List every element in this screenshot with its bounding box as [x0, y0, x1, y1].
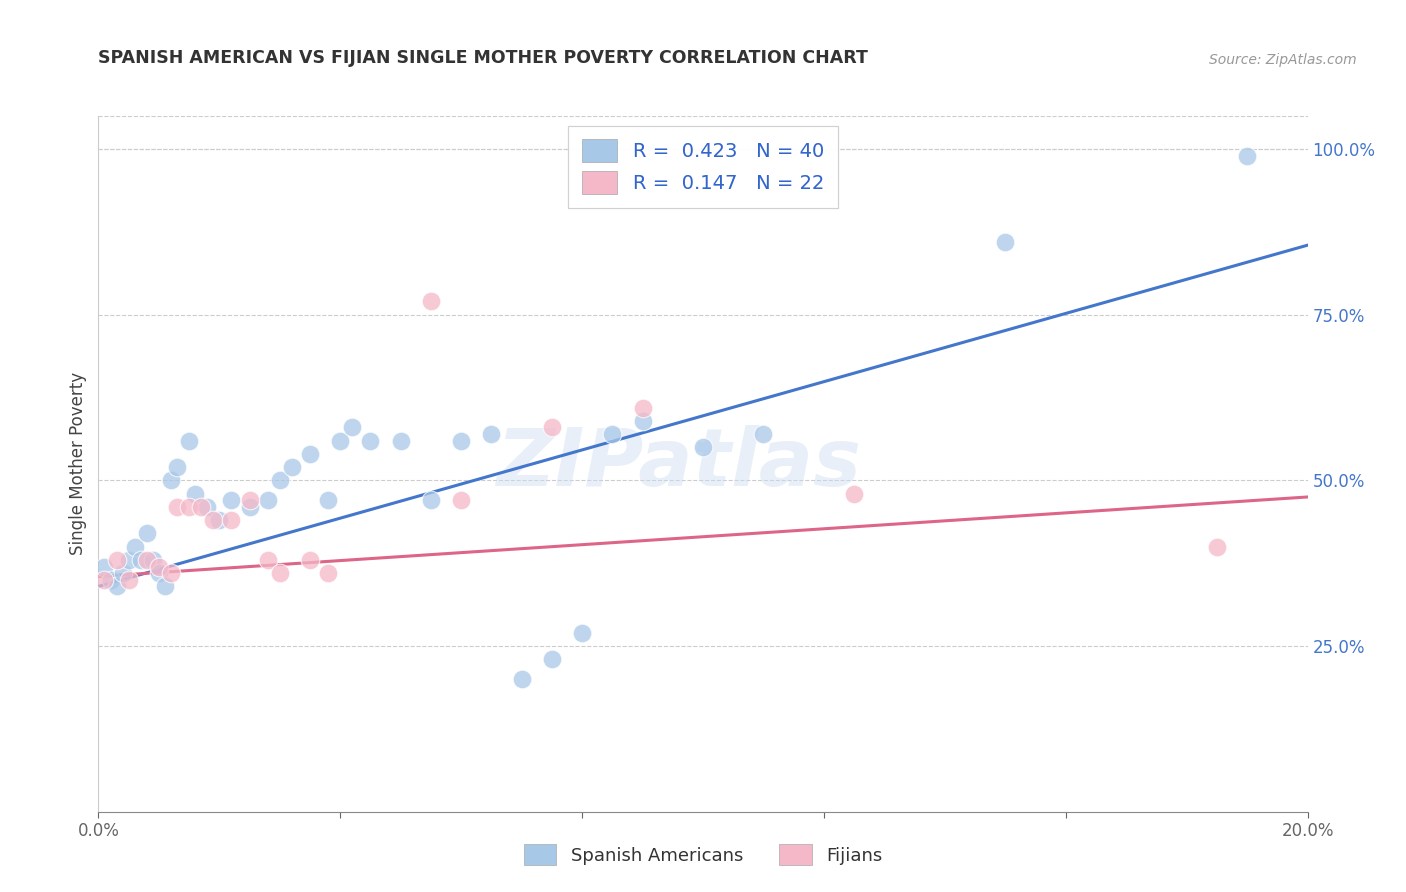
Point: [135, 526, 157, 541]
Point: [389, 434, 412, 448]
Point: [135, 553, 157, 567]
Text: ZIPatlas: ZIPatlas: [496, 425, 862, 503]
Point: [269, 566, 291, 581]
Point: [124, 540, 146, 554]
Point: [299, 447, 322, 461]
Point: [105, 579, 128, 593]
Point: [221, 513, 243, 527]
Point: [269, 474, 291, 488]
Point: [481, 427, 503, 442]
Point: [316, 566, 339, 581]
Point: [190, 500, 212, 514]
Point: [540, 652, 562, 666]
Point: [100, 573, 122, 587]
Point: [360, 434, 382, 448]
Point: [93, 573, 115, 587]
Point: [160, 566, 183, 581]
Y-axis label: Single Mother Poverty: Single Mother Poverty: [69, 372, 87, 556]
Point: [208, 513, 231, 527]
Point: [256, 493, 278, 508]
Point: [166, 500, 188, 514]
Point: [256, 553, 278, 567]
Point: [299, 553, 322, 567]
Point: [329, 434, 352, 448]
Point: [195, 500, 218, 514]
Point: [111, 566, 134, 581]
Point: [450, 493, 472, 508]
Point: [994, 235, 1017, 249]
Point: [450, 434, 472, 448]
Point: [184, 486, 207, 500]
Point: [142, 553, 165, 567]
Point: [239, 493, 262, 508]
Point: [692, 440, 714, 454]
Point: [602, 427, 624, 442]
Point: [160, 474, 183, 488]
Point: [118, 553, 141, 567]
Text: Source: ZipAtlas.com: Source: ZipAtlas.com: [1209, 53, 1357, 67]
Point: [179, 434, 201, 448]
Point: [148, 566, 170, 581]
Point: [93, 559, 115, 574]
Point: [420, 493, 443, 508]
Legend: Spanish Americans, Fijians: Spanish Americans, Fijians: [515, 835, 891, 874]
Point: [510, 672, 533, 686]
Point: [202, 513, 225, 527]
Point: [166, 460, 188, 475]
Point: [1236, 149, 1258, 163]
Point: [1206, 540, 1229, 554]
Point: [129, 553, 152, 567]
Point: [844, 486, 866, 500]
Point: [148, 559, 170, 574]
Point: [281, 460, 304, 475]
Point: [540, 420, 562, 434]
Point: [342, 420, 364, 434]
Point: [239, 500, 262, 514]
Point: [179, 500, 201, 514]
Legend: R =  0.423   N = 40, R =  0.147   N = 22: R = 0.423 N = 40, R = 0.147 N = 22: [568, 126, 838, 208]
Text: SPANISH AMERICAN VS FIJIAN SINGLE MOTHER POVERTY CORRELATION CHART: SPANISH AMERICAN VS FIJIAN SINGLE MOTHER…: [98, 49, 869, 67]
Point: [631, 401, 654, 415]
Point: [420, 294, 443, 309]
Point: [316, 493, 339, 508]
Point: [221, 493, 243, 508]
Point: [105, 553, 128, 567]
Point: [631, 414, 654, 428]
Point: [153, 579, 176, 593]
Point: [118, 573, 141, 587]
Point: [752, 427, 775, 442]
Point: [571, 625, 593, 640]
